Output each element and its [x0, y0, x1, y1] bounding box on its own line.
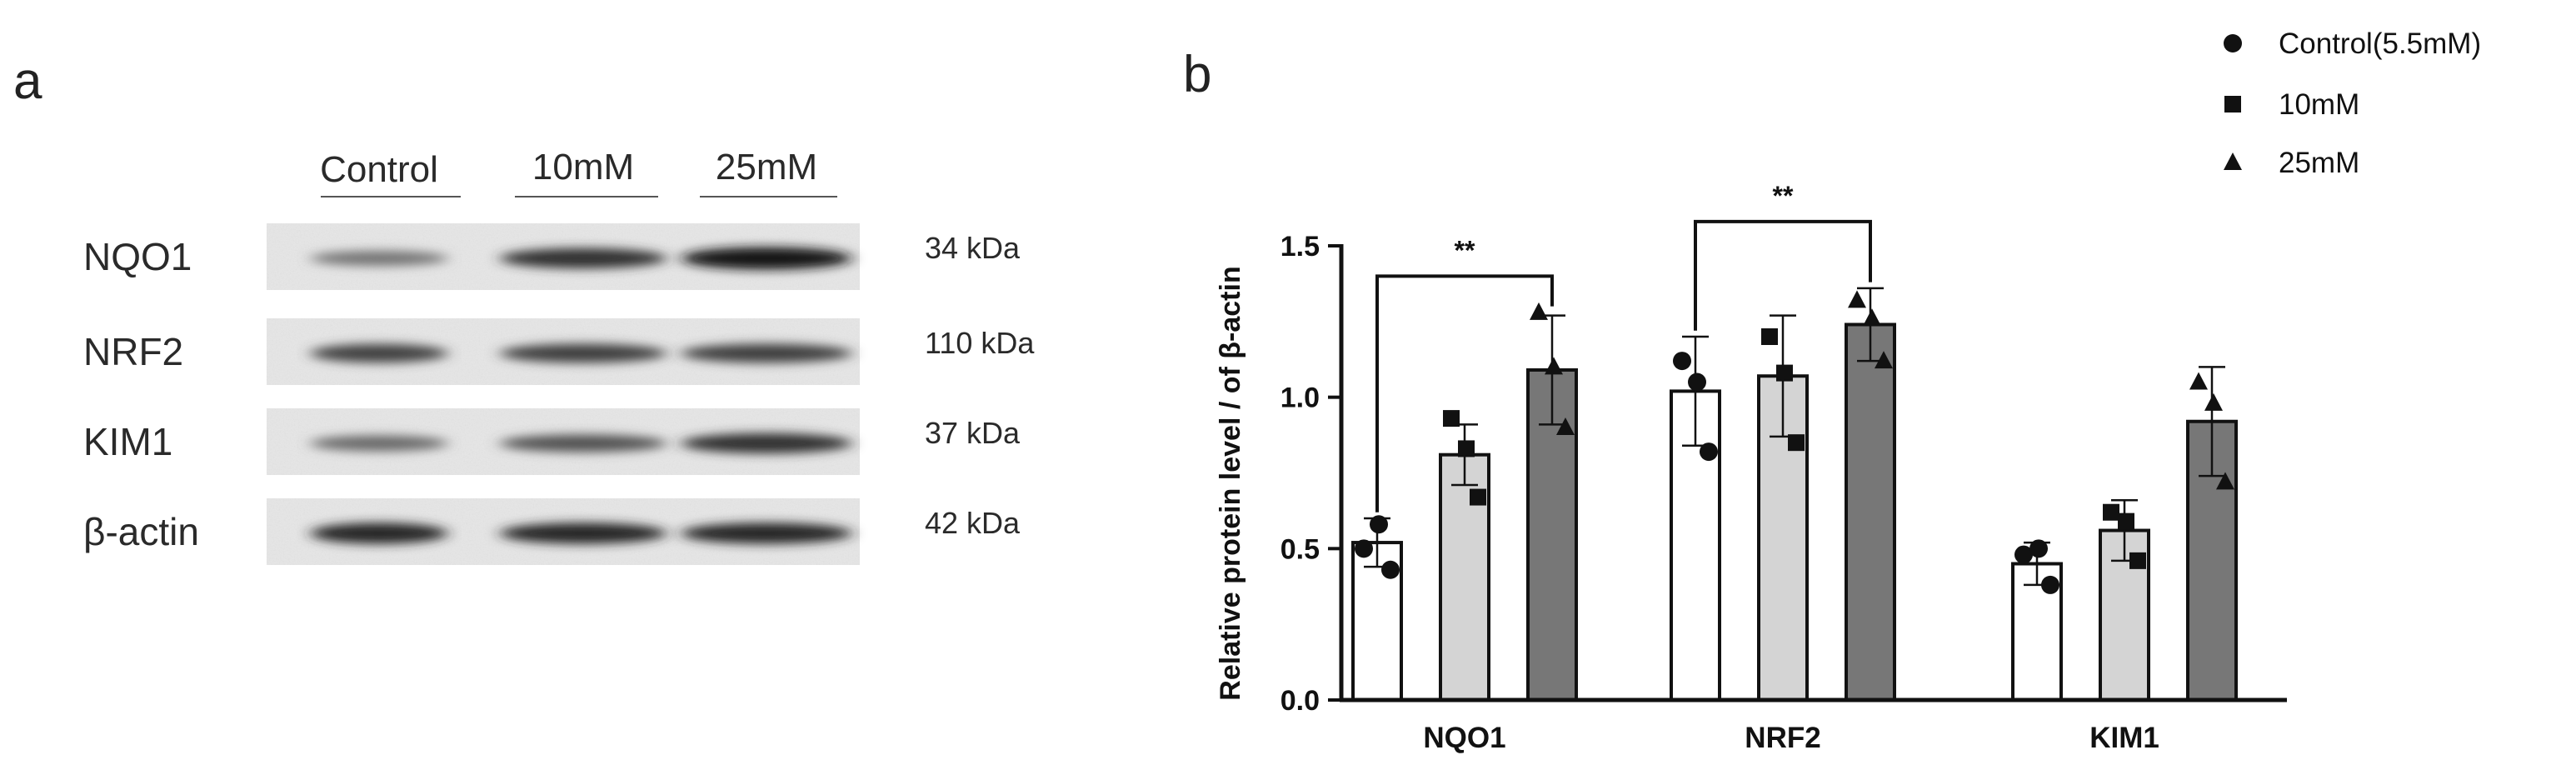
point-nrf2-control-5-5mm: [1688, 372, 1706, 392]
point-kim1-control-5-5mm: [2014, 545, 2033, 564]
y-tick-label: 0.5: [1281, 533, 1320, 565]
blot-row-actin: β-actin 42 kDa: [83, 498, 1021, 565]
panel-a-western-blot: a Control 10mM 25mM NQO1 34 kDa NRF2 110 kD…: [13, 52, 1035, 565]
point-nrf2-control-5-5mm: [1673, 352, 1691, 371]
blot-band-control: [310, 435, 448, 452]
blot-band-control: [310, 250, 448, 267]
panel-b-letter: b: [1183, 46, 1211, 103]
point-kim1-25mm: [2204, 392, 2223, 411]
point-nqo1-10mm: [1443, 410, 1460, 428]
significance-brackets: ** **: [1375, 181, 1872, 512]
point-kim1-control-5-5mm: [2041, 575, 2059, 594]
point-kim1-25mm: [2216, 472, 2234, 490]
y-tick-label: 1.0: [1281, 382, 1320, 414]
point-nrf2-control-5-5mm: [1700, 442, 1718, 462]
data-points: [1355, 290, 2234, 594]
legend-item-25mm: 25mM: [2224, 147, 2359, 179]
blot-band-10mm: [500, 434, 666, 452]
blot-band-10mm: [500, 248, 666, 269]
y-axis-label: Relative protein level / of β-actin: [1215, 266, 1246, 700]
point-nrf2-25mm: [1848, 290, 1866, 308]
point-nqo1-10mm: [1470, 488, 1486, 506]
point-kim1-10mm: [2103, 503, 2119, 521]
point-nqo1-10mm: [1458, 440, 1475, 458]
legend-label: Control(5.5mM): [2279, 28, 2481, 60]
point-nqo1-25mm: [1545, 357, 1563, 375]
significance-bracket-nrf2: [1694, 219, 1872, 331]
legend-label: 10mM: [2279, 88, 2359, 121]
point-nqo1-control-5-5mm: [1370, 515, 1388, 534]
protein-label: NQO1: [83, 235, 192, 278]
lane-labels: Control 10mM 25mM: [320, 147, 837, 198]
kda-label: 34 kDa: [925, 231, 1021, 265]
legend-marker-triangle: [2224, 152, 2242, 170]
protein-label: β-actin: [83, 510, 199, 553]
panel-a-letter: a: [13, 52, 42, 110]
point-kim1-10mm: [2129, 552, 2146, 569]
kda-label: 37 kDa: [925, 416, 1021, 450]
lane-label-control: Control: [320, 149, 438, 190]
kda-label: 42 kDa: [925, 506, 1021, 540]
significance-label: **: [1455, 235, 1475, 265]
point-nqo1-25mm: [1556, 418, 1575, 435]
blot-band-10mm: [500, 522, 666, 544]
point-kim1-10mm: [2118, 512, 2134, 530]
blot-band-25mm: [681, 247, 852, 270]
point-nrf2-25mm: [1863, 308, 1881, 327]
legend-item-10mm: 10mM: [2224, 88, 2359, 121]
y-axis-ticks: 0.0 0.5 1.0 1.5: [1281, 231, 1341, 717]
legend-item-control-5-5mm: Control(5.5mM): [2224, 28, 2481, 60]
significance-label: **: [1773, 181, 1794, 211]
blot-row-nqo1: NQO1 34 kDa: [83, 223, 1021, 290]
blot-band-25mm: [681, 343, 852, 363]
point-nqo1-control-5-5mm: [1381, 560, 1400, 579]
point-nrf2-10mm: [1788, 434, 1805, 452]
blot-band-10mm: [500, 343, 666, 363]
protein-label: NRF2: [83, 330, 183, 373]
legend: Control(5.5mM) 10mM 25mM: [2224, 28, 2481, 179]
blot-band-control: [310, 522, 448, 544]
x-tick-label-kim1: KIM1: [2089, 722, 2159, 754]
lane-label-25mm: 25mM: [716, 147, 817, 188]
blot-band-25mm: [681, 432, 852, 454]
blot-band-control: [310, 343, 448, 363]
point-nrf2-10mm: [1776, 364, 1793, 382]
legend-marker-circle: [2224, 34, 2242, 52]
lane-label-10mm: 10mM: [532, 147, 634, 188]
significance-bracket-nqo1: [1375, 274, 1554, 512]
point-nrf2-10mm: [1761, 328, 1778, 345]
x-tick-label-nqo1: NQO1: [1423, 722, 1505, 754]
point-kim1-control-5-5mm: [2029, 539, 2048, 558]
blot-rows: NQO1 34 kDa NRF2 110 kDa KIM1 37 kDa β-actin 42…: [83, 223, 1035, 565]
protein-label: KIM1: [83, 420, 172, 463]
legend-marker-square: [2224, 96, 2241, 112]
x-tick-label-nrf2: NRF2: [1745, 722, 1820, 754]
legend-label: 25mM: [2279, 147, 2359, 179]
axes: [1339, 244, 2287, 702]
kda-label: 110 kDa: [925, 326, 1035, 360]
blot-band-25mm: [681, 522, 852, 544]
point-nrf2-25mm: [1875, 351, 1893, 369]
point-kim1-25mm: [2189, 372, 2208, 390]
panel-b-bar-chart: b Relative protein level / of β-actin 0.…: [1183, 28, 2481, 754]
category-labels: NQO1 NRF2 KIM1: [1423, 722, 2159, 754]
point-nqo1-control-5-5mm: [1355, 539, 1373, 558]
point-nqo1-25mm: [1530, 302, 1548, 320]
y-tick-label: 0.0: [1281, 685, 1320, 717]
blot-row-kim1: KIM1 37 kDa: [83, 408, 1021, 475]
bar-nrf2-25mm: [1845, 322, 1896, 702]
blot-row-nrf2: NRF2 110 kDa: [83, 318, 1035, 385]
y-tick-label: 1.5: [1281, 231, 1320, 262]
